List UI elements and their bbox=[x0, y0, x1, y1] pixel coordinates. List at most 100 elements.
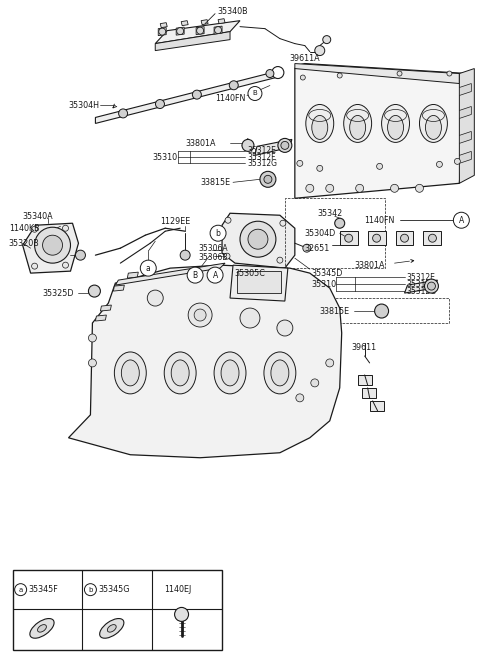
Text: 33801A: 33801A bbox=[355, 261, 385, 270]
Circle shape bbox=[32, 226, 37, 232]
Polygon shape bbox=[459, 151, 471, 163]
Circle shape bbox=[416, 184, 423, 192]
Text: 1140FN: 1140FN bbox=[215, 94, 245, 103]
Ellipse shape bbox=[100, 619, 124, 638]
Circle shape bbox=[197, 27, 204, 34]
Circle shape bbox=[192, 90, 202, 99]
Circle shape bbox=[75, 250, 85, 260]
Circle shape bbox=[88, 285, 100, 297]
Polygon shape bbox=[155, 21, 240, 44]
Circle shape bbox=[140, 260, 156, 276]
Polygon shape bbox=[222, 213, 295, 268]
Circle shape bbox=[156, 99, 165, 109]
Polygon shape bbox=[214, 26, 222, 34]
Circle shape bbox=[300, 75, 305, 80]
Text: 39611: 39611 bbox=[352, 343, 377, 353]
Ellipse shape bbox=[30, 619, 54, 638]
Circle shape bbox=[377, 163, 383, 169]
Circle shape bbox=[35, 227, 71, 263]
Circle shape bbox=[215, 27, 222, 34]
Circle shape bbox=[177, 28, 184, 34]
Polygon shape bbox=[155, 32, 230, 50]
Circle shape bbox=[345, 234, 353, 242]
Circle shape bbox=[278, 139, 292, 152]
Polygon shape bbox=[176, 27, 184, 35]
Circle shape bbox=[326, 359, 334, 367]
Circle shape bbox=[248, 86, 262, 101]
Polygon shape bbox=[69, 265, 342, 457]
Polygon shape bbox=[96, 70, 280, 123]
Circle shape bbox=[147, 290, 163, 306]
Text: 1140EJ: 1140EJ bbox=[164, 585, 192, 594]
Circle shape bbox=[159, 28, 166, 35]
Circle shape bbox=[335, 218, 345, 228]
Circle shape bbox=[175, 607, 189, 621]
Text: 33815E: 33815E bbox=[320, 306, 350, 316]
Circle shape bbox=[326, 184, 334, 192]
Circle shape bbox=[88, 359, 96, 367]
Text: 35312F: 35312F bbox=[407, 280, 435, 288]
Circle shape bbox=[297, 160, 303, 166]
FancyArrowPatch shape bbox=[411, 260, 414, 263]
Circle shape bbox=[32, 263, 37, 269]
Polygon shape bbox=[158, 28, 166, 36]
Circle shape bbox=[436, 161, 443, 167]
Text: 35325D: 35325D bbox=[43, 288, 74, 298]
Polygon shape bbox=[113, 285, 124, 291]
Circle shape bbox=[315, 46, 325, 56]
Circle shape bbox=[194, 309, 206, 321]
Text: 35312E: 35312E bbox=[247, 146, 276, 155]
Circle shape bbox=[260, 171, 276, 188]
Ellipse shape bbox=[271, 360, 289, 386]
Circle shape bbox=[372, 234, 381, 242]
Circle shape bbox=[429, 234, 436, 242]
Circle shape bbox=[43, 235, 62, 255]
Circle shape bbox=[210, 225, 226, 241]
Text: B: B bbox=[252, 91, 257, 97]
Circle shape bbox=[242, 139, 254, 151]
Text: 35306B: 35306B bbox=[199, 253, 228, 262]
Text: a: a bbox=[146, 264, 151, 272]
Text: 1129EE: 1129EE bbox=[160, 217, 190, 225]
Polygon shape bbox=[405, 280, 437, 293]
Circle shape bbox=[62, 225, 69, 231]
Polygon shape bbox=[196, 27, 204, 34]
Circle shape bbox=[311, 379, 319, 387]
Ellipse shape bbox=[114, 352, 146, 394]
Circle shape bbox=[180, 250, 190, 260]
Polygon shape bbox=[23, 223, 78, 273]
Bar bbox=[368, 231, 385, 245]
Ellipse shape bbox=[306, 105, 334, 143]
Circle shape bbox=[454, 212, 469, 228]
Circle shape bbox=[119, 109, 128, 118]
Text: 35312G: 35312G bbox=[247, 159, 277, 168]
Text: 32651: 32651 bbox=[305, 244, 330, 253]
Circle shape bbox=[188, 303, 212, 327]
Text: 35306A: 35306A bbox=[198, 244, 228, 253]
Text: 35312G: 35312G bbox=[407, 286, 436, 296]
Text: B: B bbox=[192, 271, 198, 280]
Polygon shape bbox=[255, 139, 292, 155]
Circle shape bbox=[88, 334, 96, 342]
Text: 35305C: 35305C bbox=[235, 269, 265, 278]
Polygon shape bbox=[459, 107, 471, 119]
Circle shape bbox=[264, 175, 272, 183]
Ellipse shape bbox=[171, 360, 189, 386]
Circle shape bbox=[248, 229, 268, 249]
Ellipse shape bbox=[387, 115, 404, 139]
Bar bbox=[320, 298, 449, 323]
Circle shape bbox=[428, 282, 435, 290]
Bar bbox=[396, 231, 413, 245]
Circle shape bbox=[323, 36, 331, 44]
Text: 35345F: 35345F bbox=[29, 585, 59, 594]
Circle shape bbox=[447, 71, 452, 76]
Text: A: A bbox=[213, 271, 218, 280]
Circle shape bbox=[400, 234, 408, 242]
Circle shape bbox=[374, 304, 389, 318]
Circle shape bbox=[391, 184, 398, 192]
Circle shape bbox=[397, 71, 402, 76]
Text: 35342: 35342 bbox=[318, 209, 343, 217]
Polygon shape bbox=[295, 64, 459, 84]
Bar bbox=[237, 271, 281, 293]
Polygon shape bbox=[201, 20, 208, 25]
